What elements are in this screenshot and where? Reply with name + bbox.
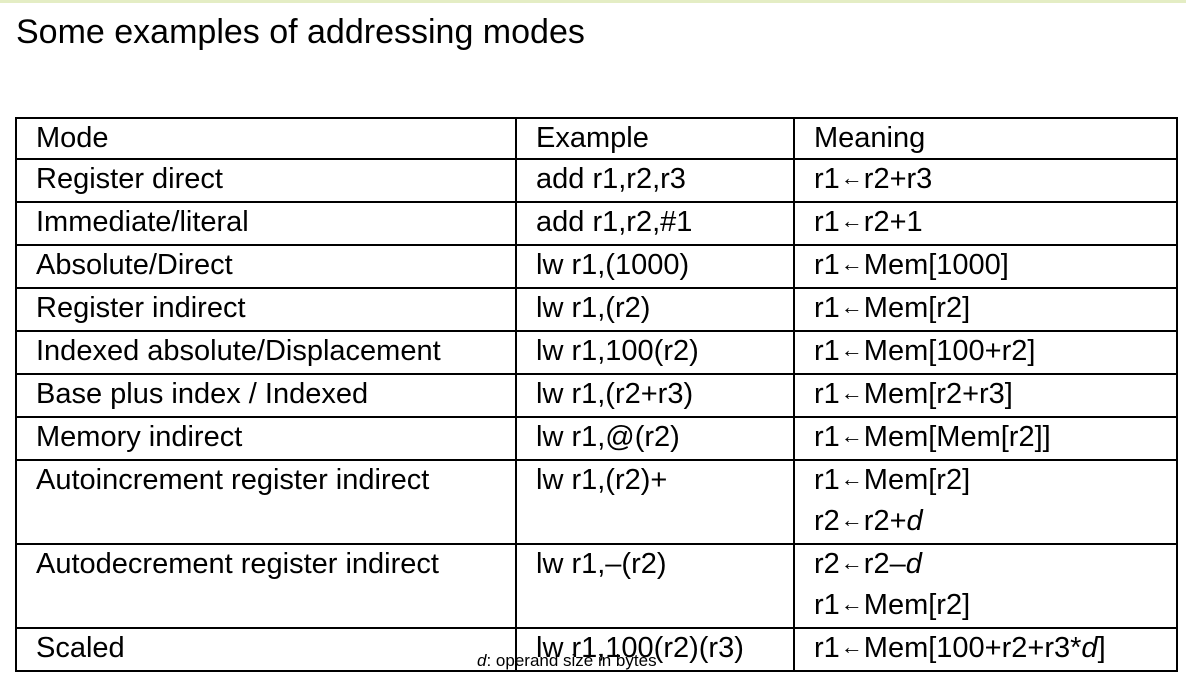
table-header-row: Mode Example Meaning <box>15 117 1178 160</box>
meaning-cell: r2←r2–d r1←Mem[r2] <box>793 543 1178 629</box>
meaning-cell: r1←Mem[1000] <box>793 244 1178 289</box>
meaning-cell: r1←Mem[r2+r3] <box>793 373 1178 418</box>
meaning-line: r1←Mem[r2] <box>814 589 971 621</box>
addressing-modes-table: Mode Example Meaning Register direct add … <box>15 117 1178 672</box>
mode-cell: Indexed absolute/Displacement <box>15 330 517 375</box>
table-row: Absolute/Direct lw r1,(1000) r1←Mem[1000] <box>15 244 1178 289</box>
table-row: Immediate/literal add r1,r2,#1 r1←r2+1 <box>15 201 1178 246</box>
table-row: Memory indirect lw r1,@(r2) r1←Mem[Mem[r2]… <box>15 416 1178 461</box>
example-cell: lw r1,100(r2)(r3) <box>515 627 795 672</box>
mode-cell: Absolute/Direct <box>15 244 517 289</box>
meaning-line: r1←Mem[r2] <box>814 464 971 496</box>
table-row: Register indirect lw r1,(r2) r1←Mem[r2] <box>15 287 1178 332</box>
meaning-cell: r1←r2+1 <box>793 201 1178 246</box>
example-cell: lw r1,@(r2) <box>515 416 795 461</box>
example-cell: lw r1,100(r2) <box>515 330 795 375</box>
example-cell: lw r1,(r2) <box>515 287 795 332</box>
table-row: Indexed absolute/Displacement lw r1,100(r… <box>15 330 1178 375</box>
mode-cell: Memory indirect <box>15 416 517 461</box>
table-body: Register direct add r1,r2,r3 r1←r2+r3 Immed… <box>15 158 1178 672</box>
mode-cell: Base plus index / Indexed <box>15 373 517 418</box>
meaning-line: r1←r2+r3 <box>814 163 933 195</box>
mode-cell: Autoincrement register indirect <box>15 459 517 545</box>
mode-cell: Scaled <box>15 627 517 672</box>
mode-cell: Immediate/literal <box>15 201 517 246</box>
meaning-cell: r1←Mem[r2] r2←r2+d <box>793 459 1178 545</box>
meaning-line: r1←Mem[r2] <box>814 292 971 324</box>
table-row: Autoincrement register indirect lw r1,(r2… <box>15 459 1178 545</box>
footnote: d: operand size in bytes <box>477 651 657 670</box>
meaning-line: r1←Mem[100+r2+r3*d] <box>814 632 1106 664</box>
mode-cell: Register indirect <box>15 287 517 332</box>
meaning-line: r1←Mem[Mem[r2]] <box>814 421 1051 453</box>
table-row: Base plus index / Indexed lw r1,(r2+r3) r1… <box>15 373 1178 418</box>
meaning-cell: r1←r2+r3 <box>793 158 1178 203</box>
column-header-example: Example <box>515 117 795 160</box>
column-header-meaning: Meaning <box>793 117 1178 160</box>
example-cell: add r1,r2,r3 <box>515 158 795 203</box>
table-row: Autodecrement register indirect lw r1,–(r… <box>15 543 1178 629</box>
meaning-line: r1←Mem[1000] <box>814 249 1009 281</box>
example-cell: lw r1,(r2)+ <box>515 459 795 545</box>
meaning-line: r1←r2+1 <box>814 206 923 238</box>
meaning-line: r1←Mem[r2+r3] <box>814 378 1013 410</box>
table-row: Register direct add r1,r2,r3 r1←r2+r3 <box>15 158 1178 203</box>
meaning-cell: r1←Mem[Mem[r2]] <box>793 416 1178 461</box>
example-cell: add r1,r2,#1 <box>515 201 795 246</box>
example-cell: lw r1,(1000) <box>515 244 795 289</box>
meaning-line: r2←r2+d <box>814 505 923 537</box>
table-row: Scaled lw r1,100(r2)(r3) r1←Mem[100+r2+r3*… <box>15 627 1178 672</box>
meaning-cell: r1←Mem[100+r2] <box>793 330 1178 375</box>
meaning-cell: r1←Mem[r2] <box>793 287 1178 332</box>
page-title: Some examples of addressing modes <box>16 13 585 51</box>
column-header-mode: Mode <box>15 117 517 160</box>
meaning-line: r1←Mem[100+r2] <box>814 335 1036 367</box>
example-cell: lw r1,–(r2) <box>515 543 795 629</box>
top-accent-rule <box>0 0 1186 3</box>
meaning-line: r2←r2–d <box>814 548 922 580</box>
mode-cell: Autodecrement register indirect <box>15 543 517 629</box>
mode-cell: Register direct <box>15 158 517 203</box>
meaning-cell: r1←Mem[100+r2+r3*d] <box>793 627 1178 672</box>
example-cell: lw r1,(r2+r3) <box>515 373 795 418</box>
